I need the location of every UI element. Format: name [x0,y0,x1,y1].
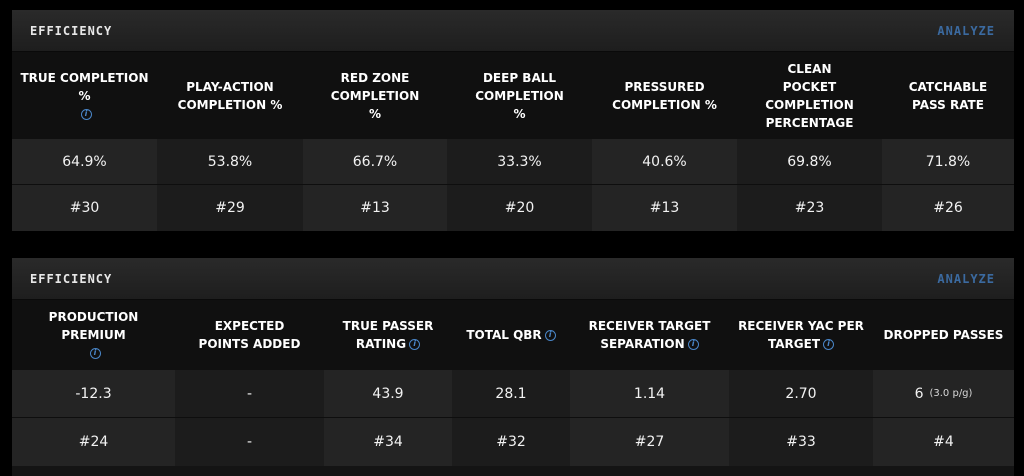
stat-value: 66.7% [303,139,447,185]
efficiency-panel-2: EFFICIENCY ANALYZE PRODUCTION PREMIUM -1… [12,258,1014,476]
stat-rank: #26 [882,185,1014,231]
column-header: DEEP BALL COMPLETION % [447,52,592,139]
column-header: CLEAN POCKET COMPLETION PERCENTAGE [737,52,882,139]
stat-column: DEEP BALL COMPLETION % 33.3% #20 [447,52,592,231]
stat-rank: #34 [324,418,452,466]
stat-column: CLEAN POCKET COMPLETION PERCENTAGE 69.8%… [737,52,882,231]
panel-title: EFFICIENCY [30,23,113,38]
column-header: TOTAL QBR [452,300,570,370]
stat-rank: #33 [729,418,873,466]
info-icon[interactable] [409,339,421,350]
stat-rank: #4 [873,418,1014,466]
stat-value: 53.8% [157,139,303,185]
stat-value: 6 (3.0 p/g) [873,370,1014,418]
stat-value: - [175,370,324,418]
panel-header: EFFICIENCY ANALYZE [12,10,1014,52]
stat-column: RED ZONE COMPLETION % 66.7% #13 [303,52,447,231]
stat-value: 43.9 [324,370,452,418]
stat-value: 40.6% [592,139,737,185]
stat-column: TRUE COMPLETION % 64.9% #30 [12,52,157,231]
stat-value: 33.3% [447,139,592,185]
panel-header: EFFICIENCY ANALYZE [12,258,1014,300]
stat-value: -12.3 [12,370,175,418]
column-header: PLAY-ACTION COMPLETION % [157,52,303,139]
stat-rank: #13 [592,185,737,231]
stat-value: 64.9% [12,139,157,185]
stat-column: PRODUCTION PREMIUM -12.3 #24 [12,300,175,466]
stat-value: 28.1 [452,370,570,418]
analyze-link[interactable]: ANALYZE [937,271,995,286]
info-icon[interactable] [823,339,834,350]
per-game-value: (3.0 p/g) [929,388,973,399]
analyze-link[interactable]: ANALYZE [937,23,995,38]
column-header: RECEIVER TARGET SEPARATION [570,300,729,370]
stat-rank: #13 [303,185,447,231]
stat-rank: #27 [570,418,729,466]
column-header: RED ZONE COMPLETION % [303,52,447,139]
panel-title: EFFICIENCY [30,271,113,286]
column-header: TRUE COMPLETION % [12,52,157,139]
info-icon[interactable] [687,339,699,350]
stat-rank: #32 [452,418,570,466]
stat-value: 69.8% [737,139,882,185]
stat-rank: - [175,418,324,466]
efficiency-panel-1: EFFICIENCY ANALYZE TRUE COMPLETION % 64.… [12,10,1014,231]
stat-column: CATCHABLE PASS RATE 71.8% #26 [882,52,1014,231]
column-header: PRODUCTION PREMIUM [12,300,175,370]
column-header: DROPPED PASSES [873,300,1014,370]
stats-grid: TRUE COMPLETION % 64.9% #30 PLAY-ACTION … [12,52,1014,231]
column-header: CATCHABLE PASS RATE [882,52,1014,139]
stat-rank: #20 [447,185,592,231]
stat-rank: #23 [737,185,882,231]
column-header: EXPECTED POINTS ADDED [175,300,324,370]
column-header: PRESSURED COMPLETION % [592,52,737,139]
stats-grid: PRODUCTION PREMIUM -12.3 #24 EXPECTED PO… [12,300,1014,466]
info-icon[interactable] [89,348,101,359]
column-header: RECEIVER YAC PER TARGET [729,300,873,370]
stat-rank: #30 [12,185,157,231]
stat-value: 2.70 [729,370,873,418]
stat-column: PRESSURED COMPLETION % 40.6% #13 [592,52,737,231]
stat-column: DROPPED PASSES 6 (3.0 p/g) #4 [873,300,1014,466]
stat-rank: #29 [157,185,303,231]
column-header: TRUE PASSER RATING [324,300,452,370]
stat-column: EXPECTED POINTS ADDED - - [175,300,324,466]
info-icon[interactable] [80,108,92,120]
stat-rank: #24 [12,418,175,466]
stat-value: 1.14 [570,370,729,418]
stat-value: 71.8% [882,139,1014,185]
info-icon[interactable] [544,330,556,341]
stat-column: TOTAL QBR 28.1 #32 [452,300,570,466]
stat-column: PLAY-ACTION COMPLETION % 53.8% #29 [157,52,303,231]
